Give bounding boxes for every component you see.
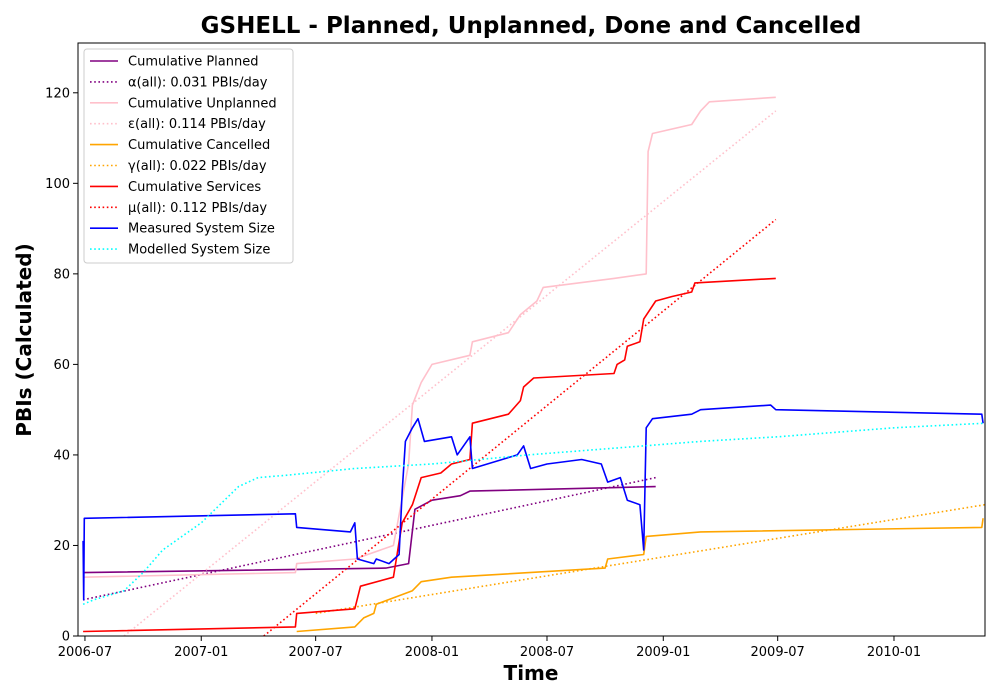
legend-frame bbox=[83, 48, 294, 264]
x-tick-label: 2009-07 bbox=[751, 645, 805, 660]
y-axis: 0 20 40 60 80 100 120 bbox=[45, 86, 78, 645]
legend-label: μ(all): 0.112 PBIs/day bbox=[128, 201, 267, 216]
y-tick-label: 0 bbox=[62, 630, 70, 645]
series-line-all-0-114-pbis-day bbox=[123, 110, 777, 636]
x-tick-label: 2006-07 bbox=[58, 645, 112, 660]
series-line-cumulative-unplanned bbox=[83, 96, 776, 578]
x-tick-label: 2009-01 bbox=[636, 645, 690, 660]
legend-label: γ(all): 0.022 PBIs/day bbox=[128, 159, 267, 174]
x-tick-label: 2008-01 bbox=[405, 645, 459, 660]
legend-label: α(all): 0.031 PBIs/day bbox=[128, 75, 268, 90]
series-line-measured-system-size bbox=[82, 404, 984, 601]
y-tick-label: 80 bbox=[53, 267, 70, 282]
series-line-all-0-031-pbis-day bbox=[82, 476, 656, 601]
series-line-cumulative-cancelled bbox=[296, 518, 984, 633]
series-line-cumulative-services bbox=[83, 277, 776, 633]
legend-label: Cumulative Cancelled bbox=[128, 138, 270, 153]
legend-label: Cumulative Unplanned bbox=[128, 96, 277, 111]
series-line-all-0-112-pbis-day bbox=[263, 218, 777, 636]
legend-label: Modelled System Size bbox=[128, 243, 270, 258]
y-tick-label: 120 bbox=[45, 86, 70, 101]
x-tick-label: 2007-01 bbox=[174, 645, 228, 660]
legend-label: ε(all): 0.114 PBIs/day bbox=[128, 117, 266, 132]
legend: Cumulative Planned α(all): 0.031 PBIs/day… bbox=[83, 48, 294, 264]
chart-title: GSHELL - Planned, Unplanned, Done and Ca… bbox=[201, 13, 862, 39]
legend-label: Cumulative Planned bbox=[128, 55, 258, 70]
x-tick-label: 2010-01 bbox=[867, 645, 921, 660]
plot-area bbox=[77, 42, 986, 637]
plot-frame bbox=[77, 42, 986, 637]
series-layer bbox=[82, 96, 985, 636]
x-axis: 2006-07 2007-01 2007-07 2008-01 2008-07 2009-… bbox=[58, 636, 921, 660]
y-axis-label: PBIs (Calculated) bbox=[12, 243, 36, 436]
series-line-cumulative-planned bbox=[83, 485, 656, 574]
x-tick-label: 2007-07 bbox=[288, 645, 342, 660]
x-axis-label: Time bbox=[504, 661, 559, 685]
y-tick-label: 100 bbox=[45, 177, 70, 192]
series-line-modelled-system-size bbox=[82, 422, 985, 606]
legend-label: Cumulative Services bbox=[128, 180, 261, 195]
y-tick-label: 40 bbox=[53, 448, 70, 463]
x-tick-label: 2008-07 bbox=[520, 645, 574, 660]
y-tick-label: 60 bbox=[53, 358, 70, 373]
legend-label: Measured System Size bbox=[128, 222, 275, 237]
y-tick-label: 20 bbox=[53, 539, 70, 554]
